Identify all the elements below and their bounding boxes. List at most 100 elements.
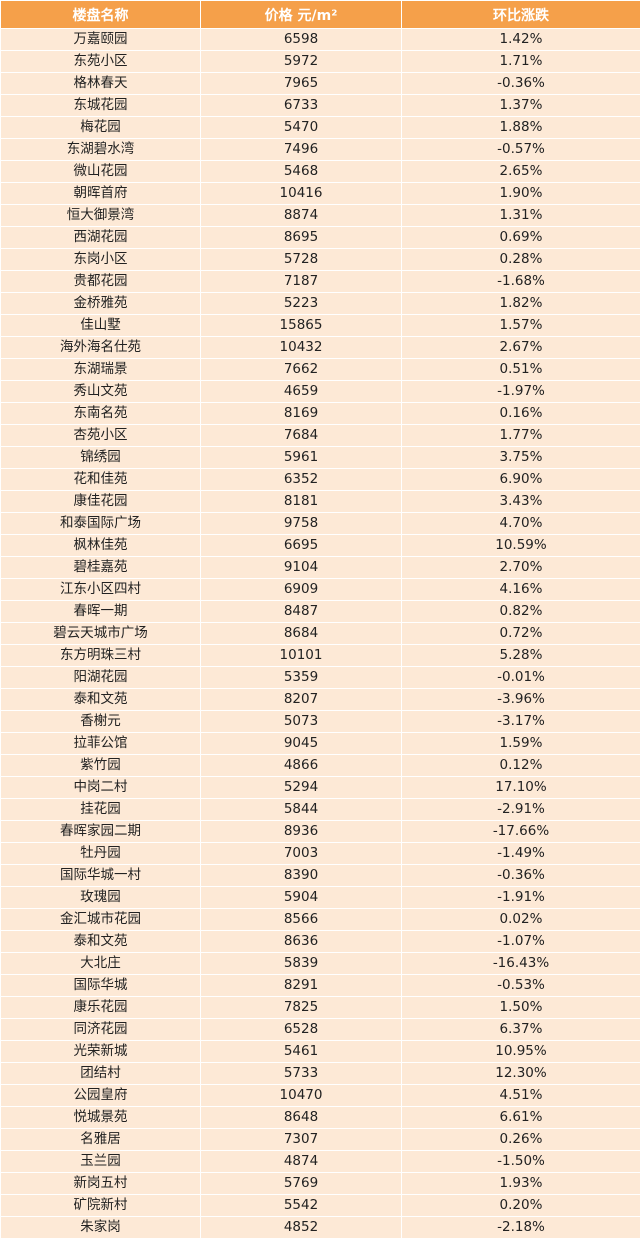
cell-name: 东城花园	[1, 95, 201, 117]
cell-price: 9104	[201, 557, 402, 579]
cell-change: 0.51%	[402, 359, 640, 381]
cell-change: 0.26%	[402, 1129, 640, 1151]
cell-change: -1.91%	[402, 887, 640, 909]
cell-name: 康佳花园	[1, 491, 201, 513]
cell-change: -2.18%	[402, 1217, 640, 1239]
cell-price: 5468	[201, 161, 402, 183]
cell-change: 1.90%	[402, 183, 640, 205]
cell-price: 7307	[201, 1129, 402, 1151]
cell-name: 锦绣园	[1, 447, 201, 469]
cell-price: 8936	[201, 821, 402, 843]
cell-change: 1.31%	[402, 205, 640, 227]
cell-price: 7496	[201, 139, 402, 161]
cell-price: 6695	[201, 535, 402, 557]
cell-price: 8487	[201, 601, 402, 623]
cell-name: 玉兰园	[1, 1151, 201, 1173]
cell-name: 朱家岗	[1, 1217, 201, 1239]
cell-price: 8291	[201, 975, 402, 997]
cell-price: 9758	[201, 513, 402, 535]
cell-change: 1.57%	[402, 315, 640, 337]
cell-price: 9045	[201, 733, 402, 755]
cell-change: 0.12%	[402, 755, 640, 777]
cell-change: 1.71%	[402, 51, 640, 73]
cell-name: 万嘉颐园	[1, 29, 201, 51]
cell-name: 公园皇府	[1, 1085, 201, 1107]
cell-price: 8684	[201, 623, 402, 645]
cell-name: 泰和文苑	[1, 689, 201, 711]
cell-change: 0.28%	[402, 249, 640, 271]
cell-price: 4852	[201, 1217, 402, 1239]
cell-price: 5294	[201, 777, 402, 799]
cell-name: 同济花园	[1, 1019, 201, 1041]
cell-change: -0.01%	[402, 667, 640, 689]
cell-name: 东苑小区	[1, 51, 201, 73]
cell-price: 5223	[201, 293, 402, 315]
cell-price: 5461	[201, 1041, 402, 1063]
cell-name: 矿院新村	[1, 1195, 201, 1217]
cell-name: 枫林佳苑	[1, 535, 201, 557]
cell-change: 2.70%	[402, 557, 640, 579]
cell-change: 4.51%	[402, 1085, 640, 1107]
cell-name: 康乐花园	[1, 997, 201, 1019]
cell-name: 香榭元	[1, 711, 201, 733]
cell-change: -1.68%	[402, 271, 640, 293]
cell-name: 东方明珠三村	[1, 645, 201, 667]
cell-price: 4866	[201, 755, 402, 777]
cell-name: 新岗五村	[1, 1173, 201, 1195]
cell-price: 8566	[201, 909, 402, 931]
cell-change: 10.59%	[402, 535, 640, 557]
cell-name: 阳湖花园	[1, 667, 201, 689]
cell-price: 8181	[201, 491, 402, 513]
cell-name: 金桥雅苑	[1, 293, 201, 315]
cell-name: 微山花园	[1, 161, 201, 183]
cell-change: -1.07%	[402, 931, 640, 953]
cell-change: -3.17%	[402, 711, 640, 733]
cell-name: 国际华城一村	[1, 865, 201, 887]
cell-name: 和泰国际广场	[1, 513, 201, 535]
cell-name: 团结村	[1, 1063, 201, 1085]
cell-change: -2.91%	[402, 799, 640, 821]
cell-price: 7187	[201, 271, 402, 293]
cell-change: 12.30%	[402, 1063, 640, 1085]
cell-name: 牡丹园	[1, 843, 201, 865]
cell-price: 10470	[201, 1085, 402, 1107]
cell-name: 碧桂嘉苑	[1, 557, 201, 579]
cell-name: 紫竹园	[1, 755, 201, 777]
cell-price: 10432	[201, 337, 402, 359]
cell-change: 2.67%	[402, 337, 640, 359]
cell-name: 海外海名仕苑	[1, 337, 201, 359]
cell-change: -0.57%	[402, 139, 640, 161]
cell-price: 7825	[201, 997, 402, 1019]
cell-price: 5972	[201, 51, 402, 73]
cell-change: 1.42%	[402, 29, 640, 51]
cell-name: 东湖碧水湾	[1, 139, 201, 161]
cell-name: 贵都花园	[1, 271, 201, 293]
cell-name: 格林春天	[1, 73, 201, 95]
cell-change: 0.20%	[402, 1195, 640, 1217]
cell-change: 3.43%	[402, 491, 640, 513]
cell-price: 8169	[201, 403, 402, 425]
cell-change: 4.16%	[402, 579, 640, 601]
cell-name: 国际华城	[1, 975, 201, 997]
